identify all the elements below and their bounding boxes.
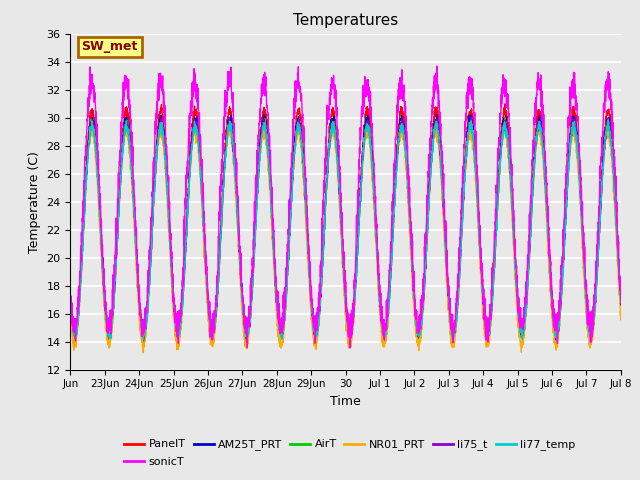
sonicT	[433, 63, 440, 69]
li75_t	[617, 302, 625, 308]
li75_t	[162, 163, 170, 169]
sonicT	[129, 174, 137, 180]
li77_temp	[67, 295, 74, 300]
li75_t	[547, 281, 555, 287]
PanelT	[278, 335, 285, 340]
PanelT	[547, 285, 555, 290]
AM25T_PRT	[547, 279, 555, 285]
sonicT	[346, 345, 354, 351]
PanelT	[501, 101, 509, 107]
NR01_PRT	[129, 204, 137, 210]
sonicT	[278, 329, 285, 335]
NR01_PRT	[617, 317, 625, 323]
AM25T_PRT	[607, 124, 614, 130]
sonicT	[301, 165, 309, 170]
PanelT	[162, 154, 170, 160]
li77_temp	[129, 191, 137, 196]
AirT	[162, 163, 170, 168]
PanelT	[617, 291, 625, 297]
Line: sonicT: sonicT	[70, 66, 621, 348]
sonicT	[547, 270, 555, 276]
Line: NR01_PRT: NR01_PRT	[70, 124, 621, 353]
AirT	[607, 125, 614, 131]
li77_temp	[162, 155, 170, 161]
li75_t	[140, 338, 147, 344]
AirT	[552, 340, 560, 346]
li77_temp	[604, 117, 612, 122]
li75_t	[129, 188, 137, 193]
li77_temp	[547, 279, 554, 285]
AirT	[129, 188, 137, 194]
sonicT	[607, 98, 614, 104]
AirT	[301, 193, 309, 199]
AirT	[547, 281, 555, 287]
Y-axis label: Temperature (C): Temperature (C)	[28, 151, 41, 252]
Text: SW_met: SW_met	[81, 40, 138, 53]
AirT	[67, 296, 74, 301]
AM25T_PRT	[67, 294, 74, 300]
li75_t	[225, 115, 233, 120]
NR01_PRT	[67, 304, 74, 310]
Title: Temperatures: Temperatures	[293, 13, 398, 28]
li75_t	[278, 330, 285, 336]
PanelT	[301, 184, 309, 190]
sonicT	[67, 302, 74, 308]
NR01_PRT	[162, 181, 170, 187]
Line: PanelT: PanelT	[70, 104, 621, 342]
li77_temp	[587, 339, 595, 345]
NR01_PRT	[278, 343, 285, 349]
NR01_PRT	[547, 302, 555, 308]
sonicT	[617, 299, 625, 304]
Line: li75_t: li75_t	[70, 118, 621, 341]
AM25T_PRT	[617, 295, 625, 301]
PanelT	[451, 339, 458, 345]
AM25T_PRT	[278, 335, 286, 341]
PanelT	[129, 184, 137, 190]
AirT	[501, 115, 509, 120]
AM25T_PRT	[278, 333, 285, 339]
NR01_PRT	[139, 350, 147, 356]
li75_t	[67, 293, 74, 299]
li77_temp	[301, 196, 309, 202]
Legend: sonicT: sonicT	[120, 453, 189, 471]
AM25T_PRT	[162, 155, 170, 161]
Line: AM25T_PRT: AM25T_PRT	[70, 115, 621, 338]
PanelT	[607, 123, 614, 129]
AM25T_PRT	[433, 112, 440, 118]
li75_t	[607, 128, 614, 133]
NR01_PRT	[301, 213, 309, 218]
AirT	[617, 301, 625, 307]
Line: li77_temp: li77_temp	[70, 120, 621, 342]
li77_temp	[607, 130, 614, 136]
li75_t	[302, 201, 310, 207]
PanelT	[67, 297, 74, 303]
Line: AirT: AirT	[70, 118, 621, 343]
AirT	[278, 332, 285, 337]
li77_temp	[278, 330, 285, 336]
NR01_PRT	[603, 121, 611, 127]
AM25T_PRT	[301, 196, 309, 202]
NR01_PRT	[607, 144, 614, 150]
sonicT	[162, 135, 170, 141]
AM25T_PRT	[129, 190, 137, 196]
X-axis label: Time: Time	[330, 395, 361, 408]
li77_temp	[617, 300, 625, 305]
